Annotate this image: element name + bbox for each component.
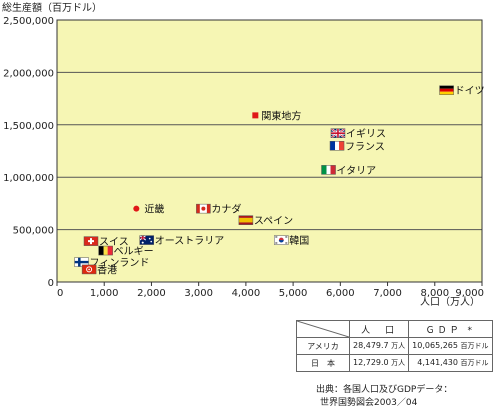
x-tick-label: 0 [57,288,63,299]
germany-flag-icon [439,85,454,95]
uk-flag-icon [330,127,346,139]
data-point: 韓国 [274,235,309,247]
point-label: オーストラリア [155,235,225,247]
data-point: スイス [83,236,129,248]
y-tick-label: 500,000 [13,226,54,237]
data-point: オーストラリア [139,235,225,247]
korea-flag-icon [274,235,289,245]
red-square-icon [252,112,259,119]
gdp-unit: 百万ドル [460,359,489,367]
point-label: カナダ [211,203,241,216]
population-value: 12,729.0 [353,358,389,367]
diagonal-line [297,321,349,337]
data-point: フランス [329,141,385,153]
table-header-gdp: ＧＤＰ * [408,320,493,338]
france-flag-icon [329,141,345,151]
y-axis-title: 総生産額（百万ドル） [2,1,102,14]
table-row: アメリカ 28,479.7 万人 10,065,265 百万ドル [296,337,493,355]
australia-flag-icon [139,235,154,245]
red-dot-icon [133,205,140,212]
x-tick-label: 2,000 [137,288,166,299]
gdp-unit: 百万ドル [460,342,489,350]
table-cell-gdp: 4,141,430 百万ドル [408,354,493,372]
x-tick-label: 1,000 [90,288,119,299]
finland-flag-icon [74,257,89,267]
table-cell-population: 12,729.0 万人 [348,354,410,372]
data-point: 香港 [81,264,117,276]
population-value: 28,479.7 [353,341,389,350]
x-axis-title: 人口（万人） [420,296,480,308]
y-axis-ticks: 0 500,000 1,000,000 1,500,000 2,000,000 2,500… [3,16,54,289]
point-label: イギリス [346,128,386,140]
data-point: スペイン [238,215,293,227]
spain-flag-icon [238,215,254,225]
point-label: スイス [99,237,129,248]
x-tick-label: 7,000 [373,288,402,299]
y-tick-label: 0 [48,278,54,289]
grid-lines [57,71,482,231]
point-label: 韓国 [289,235,309,247]
table-row-name: 日 本 [296,354,350,372]
data-point: カナダ [196,203,241,216]
canada-flag-icon [196,203,211,214]
data-point: 近畿 [133,203,164,216]
data-point: フィンランド [74,257,150,269]
x-tick-label: 6,000 [326,288,355,299]
table-header-row: 人 口 ＧＤＰ * [296,320,493,338]
table-row-name: アメリカ [296,337,350,355]
population-unit: 万人 [391,359,406,367]
gdp-value: 4,141,430 [417,358,458,367]
data-point: イタリア [321,165,377,177]
population-gdp-table: 人 口 ＧＤＰ * アメリカ 28,479.7 万人 10,065,265 百万… [296,320,493,372]
gdp-value: 10,065,265 [412,341,458,350]
point-label: ドイツ [455,86,485,97]
point-label: 香港 [97,264,117,276]
source-note: 出典：各国人口及びGDPデータ： 世界国勢図会2003／04 [316,384,452,410]
data-point: ドイツ [439,85,485,97]
table-row: 日 本 12,729.0 万人 4,141,430 百万ドル [296,354,493,372]
data-point: イギリス [330,127,386,140]
source-line-2: 世界国勢図会2003／04 [320,398,418,408]
plot-border [56,19,483,283]
table-header-population: 人 口 [348,320,410,338]
point-label: イタリア [337,165,377,177]
x-tick-label: 4,000 [232,288,261,299]
point-label: スペイン [254,216,293,227]
data-point: 関東地方 [252,109,301,122]
y-tick-label: 2,000,000 [3,68,54,79]
point-label: 関東地方 [261,109,301,122]
table-cell-gdp: 10,065,265 百万ドル [408,337,493,355]
y-tick-label: 2,500,000 [3,16,54,27]
point-label: フランス [345,141,385,153]
y-tick-label: 1,500,000 [3,121,54,132]
population-unit: 万人 [391,342,406,350]
data-point: ベルギー [98,245,154,258]
x-tick-label: 8,000 [420,288,449,299]
plot-area [57,20,482,282]
table-cell-population: 28,479.7 万人 [348,337,410,355]
x-tick-label: 5,000 [279,288,308,299]
hongkong-flag-icon [81,264,97,275]
source-line-1: 出典：各国人口及びGDPデータ： [316,385,453,395]
switzerland-flag-icon [83,236,99,246]
point-label: フィンランド [90,257,150,269]
point-label: 近畿 [144,203,164,216]
y-tick-label: 1,000,000 [3,173,54,184]
belgium-flag-icon [98,245,113,256]
table-corner-cell [296,320,350,338]
x-axis-ticks: 0 1,000 2,000 3,000 4,000 5,000 6,000 7,000 8,00… [56,282,484,299]
italy-flag-icon [321,165,336,175]
point-label: ベルギー [114,246,154,258]
x-tick-label: 3,000 [184,288,213,299]
x-tick-label: 9,000 [455,288,484,299]
